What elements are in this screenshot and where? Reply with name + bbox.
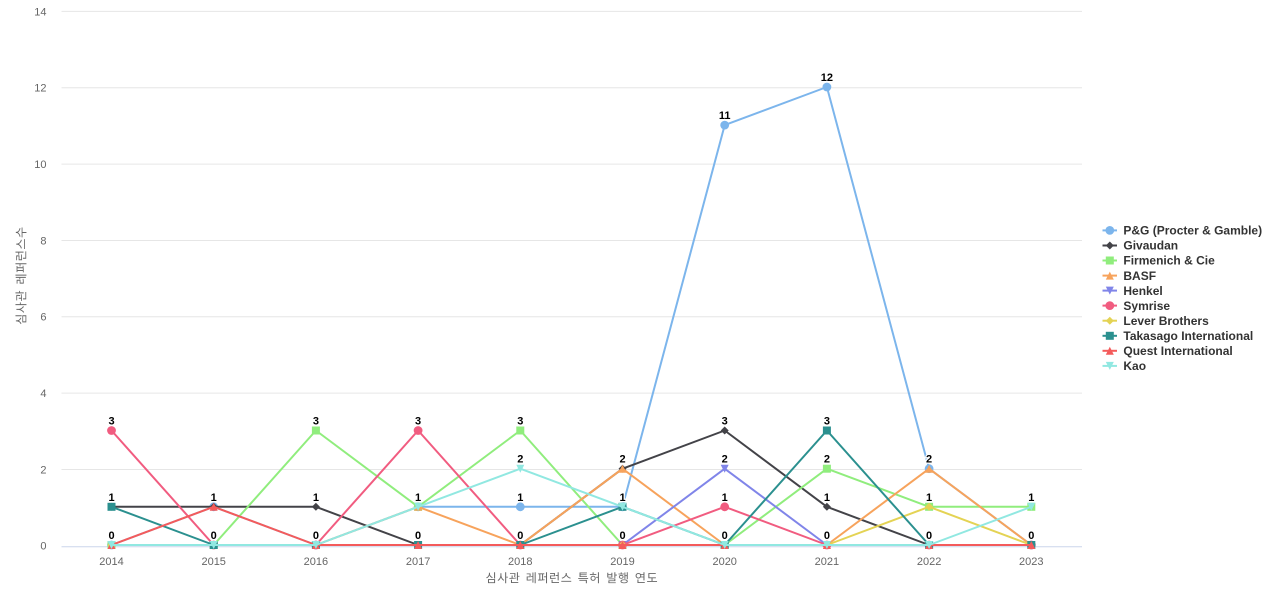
svg-text:11: 11 <box>719 110 731 122</box>
svg-text:3: 3 <box>108 416 114 428</box>
svg-text:2015: 2015 <box>201 556 225 568</box>
svg-text:0: 0 <box>824 530 830 542</box>
svg-text:1: 1 <box>722 492 728 504</box>
svg-text:1: 1 <box>211 492 217 504</box>
svg-text:0: 0 <box>1028 530 1034 542</box>
svg-text:Symrise: Symrise <box>1123 299 1170 313</box>
svg-text:2023: 2023 <box>1019 556 1043 568</box>
svg-text:2: 2 <box>926 454 932 466</box>
svg-text:3: 3 <box>517 416 523 428</box>
svg-text:3: 3 <box>722 416 728 428</box>
svg-text:2: 2 <box>517 454 523 466</box>
svg-text:2: 2 <box>40 464 46 476</box>
svg-text:2021: 2021 <box>815 556 839 568</box>
svg-text:10: 10 <box>34 159 46 171</box>
svg-text:Quest International: Quest International <box>1123 344 1232 358</box>
svg-text:0: 0 <box>415 530 421 542</box>
svg-text:2: 2 <box>722 454 728 466</box>
svg-text:0: 0 <box>926 530 932 542</box>
svg-text:12: 12 <box>34 83 46 95</box>
svg-text:1: 1 <box>1028 492 1034 504</box>
svg-text:3: 3 <box>415 416 421 428</box>
svg-text:2016: 2016 <box>304 556 328 568</box>
svg-text:Firmenich & Cie: Firmenich & Cie <box>1123 254 1215 268</box>
svg-text:2022: 2022 <box>917 556 941 568</box>
svg-text:3: 3 <box>824 416 830 428</box>
svg-text:0: 0 <box>517 530 523 542</box>
svg-text:2: 2 <box>824 454 830 466</box>
svg-text:BASF: BASF <box>1123 269 1156 283</box>
svg-text:1: 1 <box>415 492 421 504</box>
svg-text:Kao: Kao <box>1123 359 1146 373</box>
svg-text:1: 1 <box>313 492 319 504</box>
svg-text:8: 8 <box>40 235 46 247</box>
svg-text:1: 1 <box>108 492 114 504</box>
svg-text:2020: 2020 <box>712 556 736 568</box>
svg-text:2019: 2019 <box>610 556 634 568</box>
svg-text:P&G (Procter & Gamble): P&G (Procter & Gamble) <box>1123 224 1262 238</box>
svg-text:3: 3 <box>313 416 319 428</box>
svg-text:2: 2 <box>619 454 625 466</box>
svg-text:2014: 2014 <box>99 556 123 568</box>
svg-text:0: 0 <box>108 530 114 542</box>
svg-text:6: 6 <box>40 312 46 324</box>
svg-text:1: 1 <box>824 492 830 504</box>
svg-text:1: 1 <box>926 492 932 504</box>
svg-text:Lever Brothers: Lever Brothers <box>1123 314 1209 328</box>
svg-text:Givaudan: Givaudan <box>1123 239 1178 253</box>
svg-text:1: 1 <box>517 492 523 504</box>
svg-text:Takasago International: Takasago International <box>1123 329 1253 343</box>
svg-text:Henkel: Henkel <box>1123 284 1162 298</box>
svg-text:0: 0 <box>619 530 625 542</box>
svg-text:2018: 2018 <box>508 556 532 568</box>
svg-text:0: 0 <box>40 541 46 553</box>
svg-text:2017: 2017 <box>406 556 430 568</box>
svg-text:0: 0 <box>722 530 728 542</box>
svg-text:1: 1 <box>619 492 625 504</box>
svg-text:14: 14 <box>34 6 46 18</box>
svg-text:0: 0 <box>313 530 319 542</box>
svg-text:4: 4 <box>40 388 46 400</box>
svg-text:12: 12 <box>821 72 833 84</box>
svg-text:0: 0 <box>211 530 217 542</box>
